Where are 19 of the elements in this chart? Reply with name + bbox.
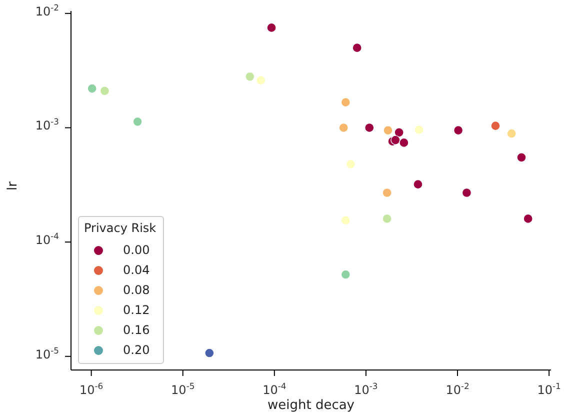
x-tick-label: 10$^{-5}$ — [171, 381, 195, 397]
y-tick-label: 10$^{-5}$ — [35, 345, 59, 362]
x-tick-label: 10$^{-4}$ — [262, 381, 286, 397]
legend-title: Privacy Risk — [83, 220, 158, 235]
x-tick-label: 10$^{-6}$ — [79, 381, 104, 397]
x-tick-label: 10$^{-3}$ — [354, 381, 378, 397]
legend-label: 0.00 — [123, 243, 150, 257]
y-axis-title: lr — [6, 180, 21, 190]
y-tick-label: 10$^{-4}$ — [35, 231, 59, 248]
x-tick-label: 10$^{-1}$ — [537, 381, 561, 397]
legend-label: 0.20 — [123, 343, 150, 357]
x-tick-label: 10$^{-2}$ — [446, 381, 470, 397]
legend-label: 0.04 — [123, 263, 150, 277]
legend-label: 0.16 — [123, 323, 150, 337]
x-axis-title: weight decay — [267, 398, 355, 413]
legend-label: 0.12 — [123, 303, 150, 317]
y-tick-label: 10$^{-2}$ — [35, 2, 59, 18]
y-tick-label: 10$^{-3}$ — [35, 116, 59, 133]
legend-label: 0.08 — [123, 283, 150, 297]
